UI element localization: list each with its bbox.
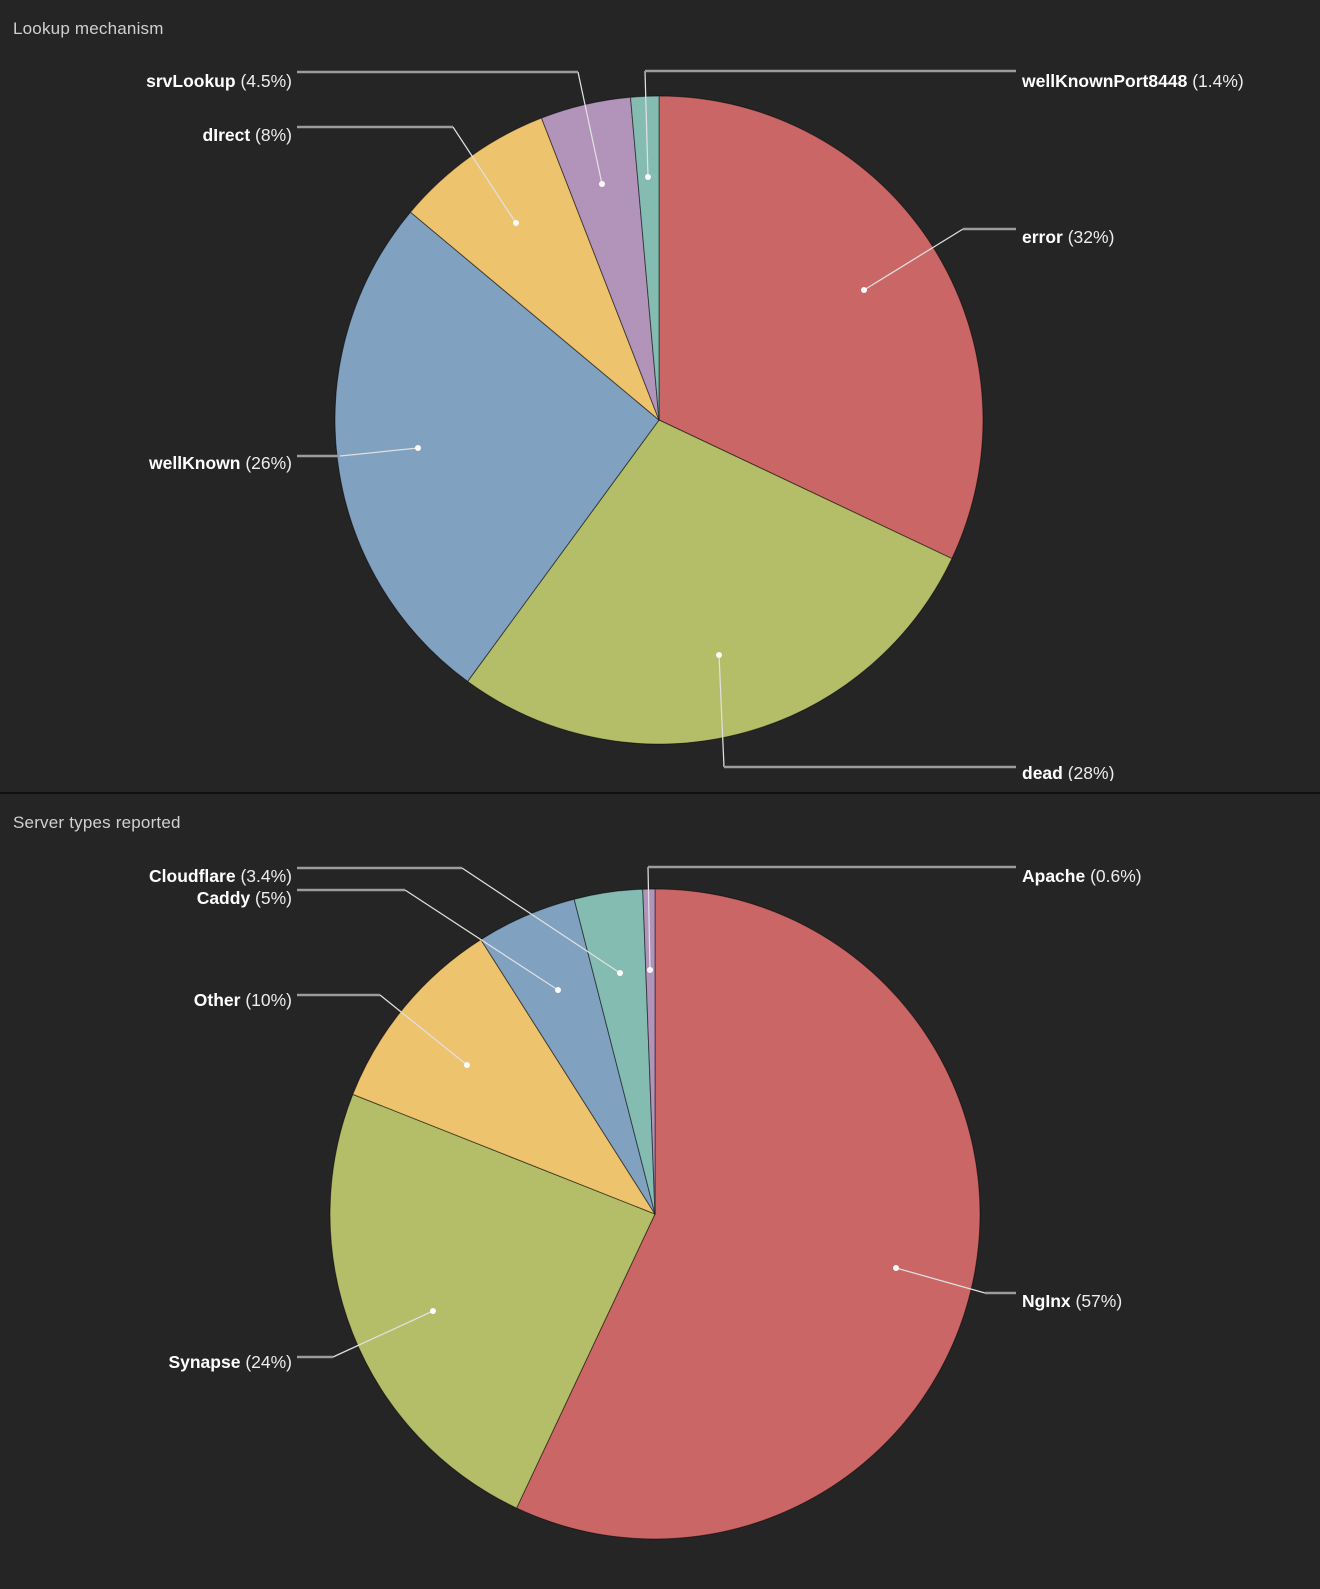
leader-dot-Cloudflare <box>617 970 623 976</box>
slice-label-name: wellKnownPort8448 <box>1022 71 1188 92</box>
leader-dot-NgInx <box>893 1265 899 1271</box>
leader-dot-error <box>861 287 867 293</box>
leader-diagonal-NgInx <box>895 1267 986 1294</box>
leader-dot-Synapse <box>430 1308 436 1314</box>
slice-label-percent: (1.4%) <box>1192 71 1244 92</box>
leader-diagonal-srvLookup <box>577 71 603 185</box>
panel-server-types: Server types reported NgInx (57%) Synapse… <box>0 794 1320 1589</box>
leader-diagonal-Cloudflare <box>461 867 621 974</box>
slice-label-name: Apache <box>1022 866 1086 887</box>
slice-label-error: error (32%) <box>1022 227 1114 249</box>
slice-label-name: Synapse <box>168 1352 241 1373</box>
pie-slice-NgInx[interactable] <box>516 888 981 1540</box>
slice-label-name: Caddy <box>196 888 251 909</box>
pie-chart-lookup-mechanism <box>297 69 1016 769</box>
slice-label-percent: (28%) <box>1067 763 1115 781</box>
slice-label-Other: Other (10%) <box>194 990 292 1012</box>
slice-label-percent: (10%) <box>245 990 292 1011</box>
leader-dot-wellKnownPort8448 <box>645 174 651 180</box>
slice-label-name: Cloudflare <box>149 866 236 887</box>
slice-label-percent: (32%) <box>1067 227 1115 248</box>
slice-label-wellKnown: wellKnown (26%) <box>149 453 292 475</box>
leader-diagonal-Synapse <box>332 1310 434 1358</box>
slice-label-Apache: Apache (0.6%) <box>1022 866 1142 888</box>
slice-label-Caddy: Caddy (5%) <box>197 888 292 910</box>
slice-label-percent: (5%) <box>255 888 292 909</box>
panel-divider <box>0 792 1320 794</box>
leader-diagonal-Apache <box>647 866 651 971</box>
leader-dot-wellKnown <box>415 445 421 451</box>
pie-slice-Other[interactable] <box>352 939 656 1215</box>
slice-label-dIrect: dIrect (8%) <box>203 125 292 147</box>
slice-label-percent: (0.6%) <box>1090 866 1142 887</box>
pie-slice-error[interactable] <box>658 95 984 560</box>
slice-label-name: dIrect <box>202 125 251 146</box>
pie-chart-server-types <box>297 865 1016 1540</box>
leader-diagonal-error <box>863 228 964 291</box>
panel-gap <box>0 781 1320 792</box>
slice-label-percent: (3.4%) <box>240 866 292 887</box>
leader-diagonal-Caddy <box>404 889 559 991</box>
slice-label-percent: (26%) <box>245 453 292 474</box>
leader-dot-srvLookup <box>599 181 605 187</box>
slice-label-Synapse: Synapse (24%) <box>168 1352 292 1374</box>
leader-diagonal-Other <box>379 994 468 1066</box>
panel-lookup-mechanism: Lookup mechanism error (32%) dead (28%) we… <box>0 0 1320 781</box>
slice-label-percent: (57%) <box>1075 1291 1123 1312</box>
slice-label-dead: dead (28%) <box>1022 763 1114 781</box>
slice-label-percent: (24%) <box>245 1352 292 1373</box>
pie-slice-wellKnownPort8448[interactable] <box>630 95 660 421</box>
slice-label-name: Other <box>193 990 241 1011</box>
panel-title-server-types: Server types reported <box>13 813 181 832</box>
leader-dot-Caddy <box>555 987 561 993</box>
pie-slice-dIrect[interactable] <box>409 117 660 421</box>
leader-diagonal-dIrect <box>452 126 517 224</box>
leader-dot-Apache <box>647 967 653 973</box>
leader-diagonal-wellKnownPort8448 <box>644 70 649 178</box>
slice-label-name: NgInx <box>1022 1291 1071 1312</box>
slice-label-percent: (8%) <box>255 125 292 146</box>
pie-slice-dead[interactable] <box>467 419 953 745</box>
slice-label-wellKnownPort8448: wellKnownPort8448 (1.4%) <box>1022 71 1244 93</box>
leader-diagonal-dead <box>718 654 725 768</box>
leader-dot-dIrect <box>513 220 519 226</box>
slice-label-name: wellKnown <box>149 453 241 474</box>
slice-label-Cloudflare: Cloudflare (3.4%) <box>149 866 292 888</box>
slice-label-name: error <box>1022 227 1063 248</box>
slice-label-name: srvLookup <box>146 71 236 92</box>
slice-label-srvLookup: srvLookup (4.5%) <box>146 71 292 93</box>
leader-dot-Other <box>464 1062 470 1068</box>
pie-slice-Synapse[interactable] <box>329 1093 656 1509</box>
pie-slice-wellKnown[interactable] <box>334 211 660 682</box>
panel-title-lookup-mechanism: Lookup mechanism <box>13 19 164 38</box>
slice-label-name: dead <box>1022 763 1063 781</box>
slice-label-percent: (4.5%) <box>240 71 292 92</box>
leader-diagonal-wellKnown <box>339 447 419 457</box>
leader-dot-dead <box>716 652 722 658</box>
slice-label-NgInx: NgInx (57%) <box>1022 1291 1122 1313</box>
